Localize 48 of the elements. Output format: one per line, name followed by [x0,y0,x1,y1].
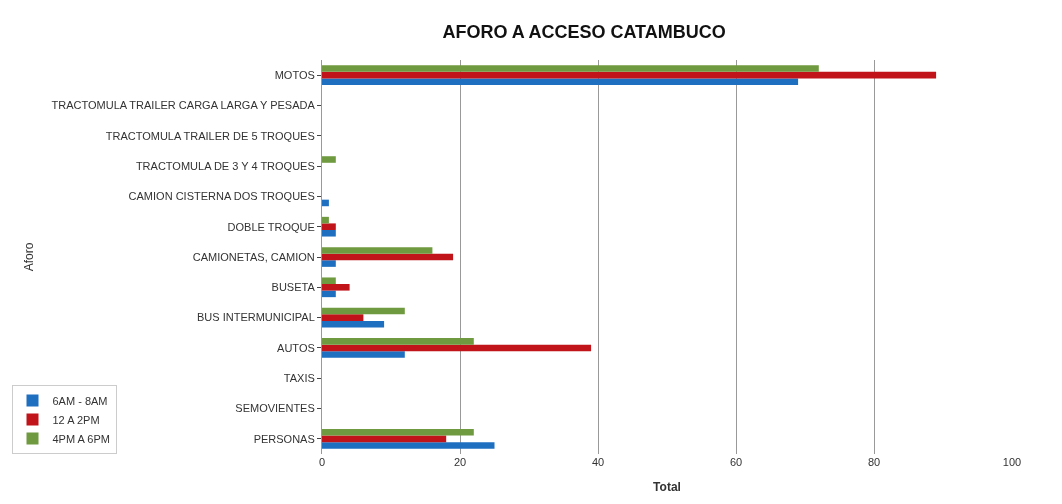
y-tick-label: BUS INTERMUNICIPAL [197,311,315,324]
y-tick-label: TRACTOMULA TRAILER DE 5 TROQUES [105,129,315,142]
x-tick-label: 60 [729,456,743,468]
bar [322,290,336,298]
bar [322,229,336,237]
x-tick-label: 40 [591,456,605,468]
bar [322,199,329,207]
y-tick-label: BUSETA [271,281,316,294]
bar [322,442,495,449]
y-tick-label: PERSONAS [253,432,315,445]
bar [322,260,336,267]
bar [322,216,329,224]
bar [322,253,454,261]
y-tick-label: MOTOS [274,69,315,81]
y-axis-title: Aforo [21,242,36,272]
bar [322,277,336,285]
y-tick-label: TAXIS [283,372,315,385]
y-tick-label: SEMOVIENTES [235,402,315,415]
bar [322,71,937,79]
bar [322,320,385,328]
x-tick-label: 80 [867,456,881,468]
chart-title: AFORO A ACCESO CATAMBUCO [442,21,726,42]
y-tick-label: CAMIONETAS, CAMION [192,250,315,263]
bar [322,429,474,436]
legend-label: 6AM - 8AM [52,394,108,407]
bar [322,284,350,291]
bar [322,223,336,230]
bar [322,344,592,352]
x-axis-title: Total [653,479,681,494]
bar [322,156,336,163]
y-tick-label: AUTOS [277,341,315,354]
x-tick-label: 20 [453,456,467,468]
legend-label: 12 A 2PM [52,413,100,426]
bar [322,338,474,345]
x-tick-label: 0 [318,456,326,468]
y-tick-label: DOBLE TROQUE [227,220,315,233]
x-tick-label: 100 [1002,456,1022,468]
bar [322,314,364,321]
bar [322,65,819,72]
legend-label: 4PM A 6PM [52,432,110,445]
bar [322,307,405,315]
bar [322,78,799,85]
bar [322,435,447,443]
bar [322,351,405,358]
y-tick-label: TRACTOMULA TRAILER CARGA LARGA Y PESADA [51,99,316,112]
y-tick-label: CAMION CISTERNA DOS TROQUES [128,190,315,203]
y-tick-label: TRACTOMULA DE 3 Y 4 TROQUES [135,159,315,172]
bar [322,247,433,254]
